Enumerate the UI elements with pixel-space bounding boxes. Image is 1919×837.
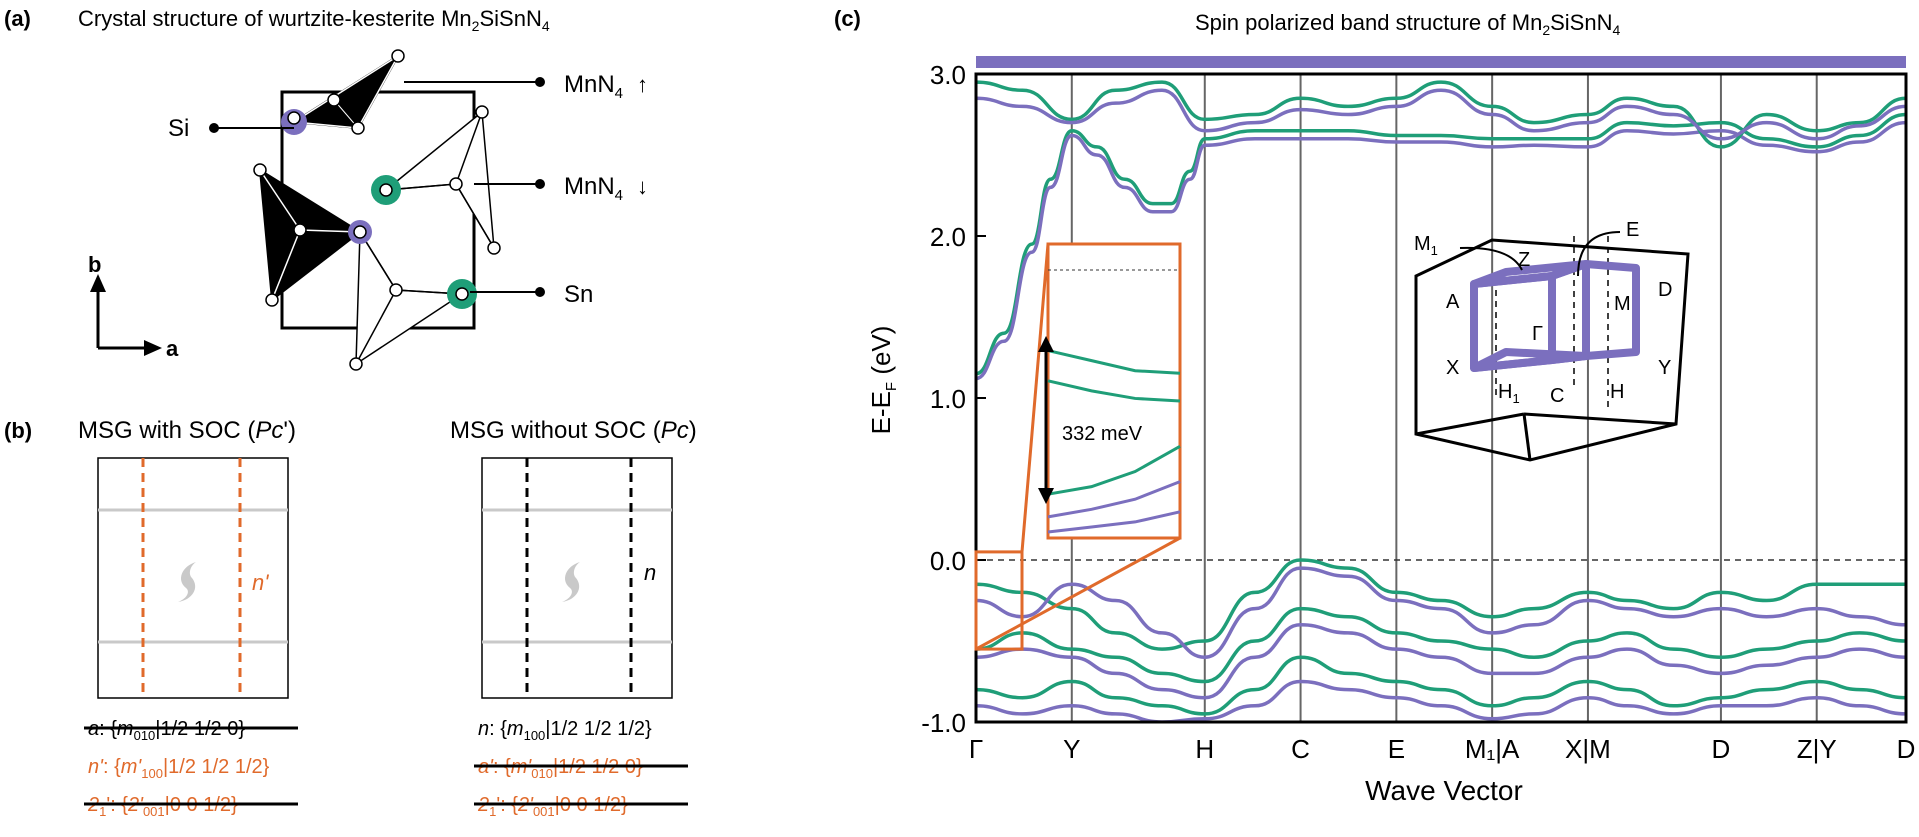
label-mn-up: MnN4 ↑ — [564, 71, 648, 102]
band-up-6 — [976, 606, 1906, 684]
bz-label-c: C — [1550, 385, 1564, 407]
x-tick-label: M₁|A — [1465, 734, 1520, 764]
panel-a: (a) Crystal structure of wurtzite-kester… — [4, 6, 648, 371]
y-tick-label: 1.0 — [930, 384, 966, 414]
axis-b-label: b — [88, 252, 101, 277]
inset-band-0 — [1047, 349, 1181, 375]
x-tick-label: C — [1291, 734, 1310, 764]
panel-b: (b) MSG with SOC (Pc') MSG without SOC (… — [4, 417, 697, 819]
band-down-9 — [976, 679, 1906, 722]
label-sn: Sn — [564, 281, 593, 308]
band-up-4 — [976, 558, 1906, 651]
band-down-1 — [976, 120, 1906, 381]
band-down-3 — [976, 88, 1906, 141]
bz-label-m: M — [1614, 293, 1631, 315]
ops-list-right: n: {m100|1/2 1/2 1/2} a': {m'010|1/2 1/2 … — [474, 718, 688, 819]
band-lines — [976, 80, 1906, 722]
label-si: Si — [168, 115, 189, 142]
plane-label-right: n — [644, 560, 656, 585]
bz-label-a: A — [1446, 291, 1460, 313]
symmetry-op: a': {m'010|1/2 1/2 0} — [478, 756, 643, 781]
plane-label-left: n' — [252, 570, 269, 595]
symmetry-op: a: {m010|1/2 1/2 0} — [88, 718, 245, 743]
panel-c: (c) Spin polarized band structure of Mn2… — [834, 6, 1915, 806]
axis-a-label: a — [166, 336, 179, 361]
panel-a-title: Crystal structure of wurtzite-kesterite … — [78, 6, 550, 34]
atoms — [253, 49, 501, 371]
gap-arrow-head — [1038, 336, 1054, 352]
rotation-symbol-icon — [562, 562, 580, 602]
bz-label-gamma: Γ — [1532, 323, 1543, 345]
bz-label-y: Y — [1658, 357, 1671, 379]
x-tick-label: X|M — [1565, 734, 1611, 764]
x-axis-label: Wave Vector — [1365, 775, 1523, 806]
band-down-5 — [976, 566, 1906, 659]
band-down-7 — [976, 623, 1906, 700]
panel-b-right-title: MSG without SOC (Pc) — [450, 417, 697, 444]
y-tick-label: 0.0 — [930, 546, 966, 576]
brillouin-zone-inset: M1 Z E A Γ M D X Y H1 C H — [1414, 219, 1690, 462]
x-tick-label: E — [1388, 734, 1405, 764]
y-axis-label: E-EF (eV) — [866, 326, 900, 435]
zoom-connector — [1020, 243, 1050, 553]
bz-label-h1: H1 — [1498, 381, 1520, 406]
inset-band-4 — [1047, 510, 1181, 534]
zoom-connector — [975, 536, 1181, 651]
x-tick-label: Y — [1063, 734, 1080, 764]
bz-label-m1: M1 — [1414, 233, 1438, 258]
band-up-8 — [976, 655, 1906, 716]
ops-list-left: a: {m010|1/2 1/2 0} n': {m'100|1/2 1/2 1/… — [84, 718, 298, 819]
bz-label-x: X — [1446, 357, 1459, 379]
label-mn-down: MnN4 ↓ — [564, 173, 648, 204]
bz-label-d: D — [1658, 279, 1672, 301]
panel-c-title: Spin polarized band structure of Mn2SiSn… — [1195, 10, 1620, 38]
inset-band-2 — [1047, 445, 1181, 496]
rotation-symbol-icon — [178, 562, 196, 602]
msg-soc-diagram: n' — [97, 457, 289, 699]
symmetry-op: 21': {2'001|0 0 1/2} — [477, 794, 628, 819]
x-tick-label: H — [1195, 734, 1214, 764]
tetrahedra — [258, 55, 495, 366]
symmetry-op: n: {m100|1/2 1/2 1/2} — [478, 718, 652, 743]
x-tick-label: D — [1897, 734, 1916, 764]
inset-band-1 — [1047, 379, 1181, 403]
x-tick-label: Z|Y — [1797, 734, 1837, 764]
x-tick-label: D — [1712, 734, 1731, 764]
inset-band-3 — [1047, 480, 1181, 519]
band-up-2 — [976, 80, 1906, 149]
zoom-inset-box — [1046, 242, 1182, 540]
zoom-source-box — [974, 550, 1024, 651]
y-tick-label: 2.0 — [930, 222, 966, 252]
bz-label-z: Z — [1518, 249, 1530, 271]
panel-b-left-title: MSG with SOC (Pc') — [78, 417, 296, 444]
bz-label-e: E — [1626, 219, 1639, 241]
panel-a-label: (a) — [4, 6, 31, 31]
symmetry-op: 21': {2'001|0 0 1/2} — [87, 794, 238, 819]
y-tick-label: -1.0 — [921, 708, 966, 738]
gap-arrow-head — [1038, 488, 1054, 504]
panel-b-label: (b) — [4, 418, 32, 443]
msg-nosoc-diagram: n — [481, 457, 673, 699]
bz-label-h: H — [1610, 381, 1624, 403]
y-tick-label: 3.0 — [930, 60, 966, 90]
panel-c-label: (c) — [834, 6, 861, 31]
axis-arrows — [90, 274, 162, 356]
x-tick-label: Γ — [969, 734, 983, 764]
top-band-bar — [976, 56, 1906, 68]
gap-label: 332 meV — [1062, 423, 1143, 445]
symmetry-op: n': {m'100|1/2 1/2 1/2} — [88, 756, 270, 781]
pointer-lines — [209, 77, 545, 297]
